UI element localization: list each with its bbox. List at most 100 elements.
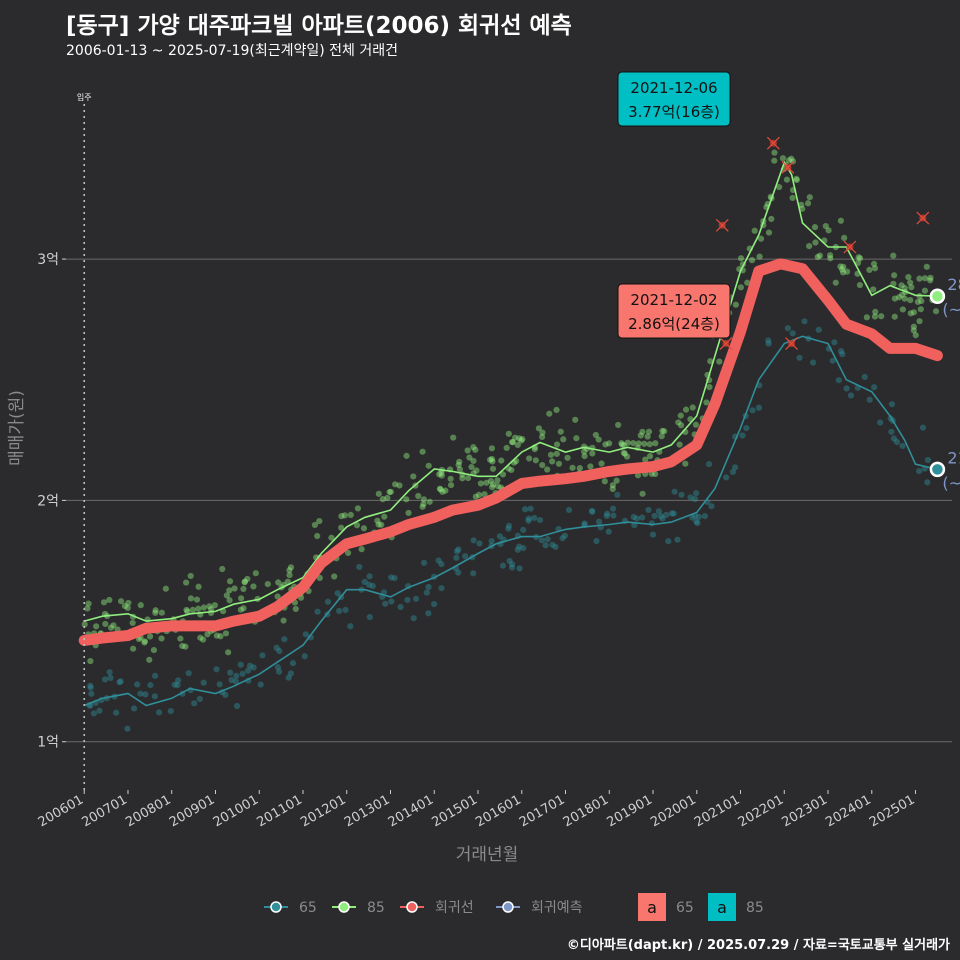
scatter-point <box>731 464 739 471</box>
scatter-point <box>531 514 538 522</box>
scatter-point <box>729 468 737 476</box>
scatter-point <box>171 681 178 688</box>
scatter-point <box>356 563 363 571</box>
scatter-point <box>765 229 773 236</box>
scatter-point <box>539 433 546 441</box>
scatter-point <box>439 488 446 495</box>
scatter-point <box>158 635 165 642</box>
scatter-point <box>565 506 573 514</box>
x-tick-label: 202501 <box>867 792 917 830</box>
scatter-point <box>342 606 349 614</box>
highlight-date: 2021-12-06 <box>630 79 717 97</box>
scatter-point <box>227 669 234 676</box>
scatter-point <box>553 450 560 457</box>
scatter-point <box>708 503 715 510</box>
scatter-point <box>336 607 343 615</box>
scatter-point <box>569 464 576 471</box>
scatter-point <box>142 691 149 698</box>
scatter-point <box>854 259 862 266</box>
scatter-point <box>639 428 646 435</box>
scatter-point <box>488 445 496 452</box>
scatter-point <box>655 508 663 515</box>
scatter-point <box>893 438 900 446</box>
scatter-point <box>670 510 677 517</box>
scatter-point <box>598 460 605 467</box>
scatter-point <box>749 407 756 414</box>
scatter-point <box>447 481 455 489</box>
scatter-point <box>455 461 462 468</box>
outlier-cross-icon <box>766 136 780 150</box>
scatter-point <box>494 483 501 490</box>
scatter-point <box>519 435 526 443</box>
x-tick-label: 201601 <box>473 792 523 830</box>
scatter-point <box>436 471 443 478</box>
x-tick-label: 201101 <box>255 792 305 830</box>
scatter-point <box>693 490 700 497</box>
scatter-point <box>595 518 603 525</box>
scatter-point <box>404 596 411 604</box>
scatter-point <box>292 605 299 613</box>
scatter-point <box>789 330 796 337</box>
scatter-point <box>314 532 321 540</box>
scatter-point <box>564 454 571 461</box>
legend-label: 65 <box>676 900 694 916</box>
scatter-point <box>382 600 389 607</box>
chart-subtitle: 2006-01-13 ~ 2025-07-19(최근계약일) 전체 거래건 <box>66 43 398 59</box>
scatter-point <box>560 436 567 443</box>
scatter-point <box>488 455 496 463</box>
scatter-point <box>609 485 616 493</box>
scatter-point <box>490 481 497 488</box>
scatter-point <box>437 486 444 493</box>
scatter-point <box>150 646 158 654</box>
chart-title: [동구] 가양 대주파크빌 아파트(2006) 회귀선 예측 <box>66 13 572 39</box>
scatter-point <box>743 424 750 432</box>
scatter-point <box>384 494 391 502</box>
scatter-point <box>538 537 545 544</box>
scatter-point <box>483 479 490 486</box>
scatter-point <box>573 435 580 442</box>
scatter-point <box>481 491 488 498</box>
highlight-label-box <box>617 283 731 339</box>
scatter-point <box>162 585 169 592</box>
scatter-point <box>226 597 233 604</box>
scatter-point <box>732 301 739 308</box>
scatter-point <box>217 633 224 640</box>
scatter-point <box>691 496 699 503</box>
scatter-point <box>387 488 394 495</box>
scatter-point <box>87 684 94 691</box>
scatter-point <box>179 642 186 650</box>
regression-line <box>78 258 943 646</box>
scatter-point <box>366 613 373 621</box>
scatter-point <box>498 457 505 464</box>
scatter-point <box>438 469 445 477</box>
scatter-point <box>737 255 745 262</box>
x-tick-label: 201301 <box>342 792 392 830</box>
scatter-point <box>806 243 813 250</box>
grid-lines <box>66 258 952 743</box>
scatter-point <box>134 681 141 688</box>
scatter-point <box>200 604 207 611</box>
scatter-point <box>189 606 196 613</box>
scatter-point <box>866 396 873 403</box>
scatter-point <box>151 693 158 700</box>
legend-label: 65 <box>299 900 317 916</box>
scatter-point <box>470 537 477 544</box>
scatter-point <box>223 592 230 599</box>
scatter-point <box>694 520 701 527</box>
x-tick-label: 200601 <box>36 792 86 830</box>
scatter-point <box>425 462 432 469</box>
scatter-point <box>88 690 95 697</box>
scatter-point <box>601 478 608 485</box>
credit-text: ©디아파트(dapt.kr) / 2025.07.29 / 자료=국토교통부 실… <box>566 938 950 953</box>
scatter-point <box>561 532 569 539</box>
scatter-point <box>907 279 914 286</box>
scatter-point <box>840 269 847 276</box>
scatter-point <box>532 457 539 464</box>
scatter-point <box>106 596 113 604</box>
scatter-point <box>488 483 496 491</box>
scatter-point <box>657 513 664 520</box>
scatter-point <box>520 544 527 552</box>
x-tick-label: 201401 <box>386 792 436 830</box>
scatter-point <box>183 606 190 614</box>
scatter-point <box>546 410 553 417</box>
